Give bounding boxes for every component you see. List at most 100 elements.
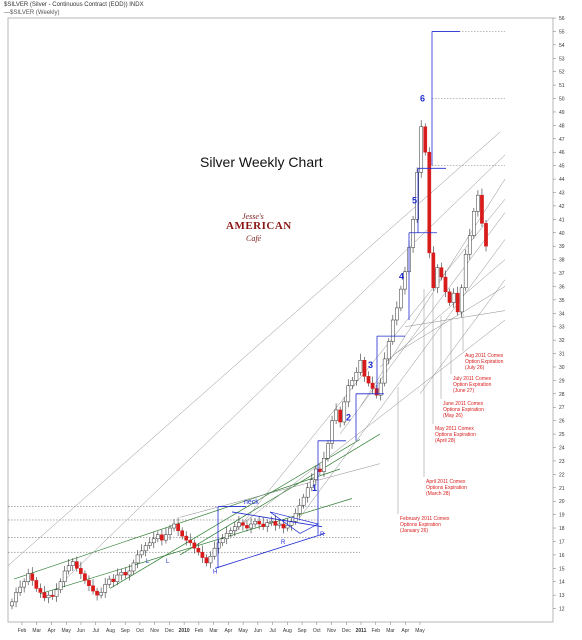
x-tick-label: Feb <box>371 628 380 634</box>
candle-down <box>42 592 47 599</box>
candle-up <box>143 545 148 552</box>
candle-up <box>354 372 359 381</box>
candle-down <box>257 521 261 525</box>
head-label: H <box>213 570 217 576</box>
expiration-note: Aug 2011 Comex Option Expiration (July 26) <box>465 353 504 371</box>
neck-label: neck <box>244 499 259 506</box>
candle-up <box>277 523 282 526</box>
y-tick-label: 43 <box>559 190 565 196</box>
x-tick-label: Oct <box>313 628 321 634</box>
candle-down <box>431 252 436 289</box>
candle-up <box>330 420 334 444</box>
expiration-note: July 2011 Comex Option Expiration (June 27… <box>453 376 492 394</box>
expiration-note-line: May 2011 Comex <box>435 426 474 432</box>
y-tick-label: 49 <box>559 110 565 116</box>
candle-down <box>366 376 371 384</box>
logo-line-1: Jesse's <box>242 212 264 221</box>
wave-label: 4 <box>399 271 404 281</box>
chart-title: Silver Weekly Chart <box>200 154 323 170</box>
series-legend: —$SILVER (Weekly) <box>4 10 60 16</box>
candle-up <box>22 581 27 588</box>
expiration-note: June 2011 Comex Options Expiration (May 26… <box>443 401 484 419</box>
candle-up <box>334 409 338 421</box>
candle-up <box>415 172 419 220</box>
candle-up <box>386 341 391 360</box>
candle-up <box>297 504 302 514</box>
candle-up <box>301 496 306 506</box>
symbol-header: $SILVER (Silver - Continuous Contract (E… <box>4 2 144 8</box>
candle-up <box>115 574 120 582</box>
candle-down <box>83 573 87 581</box>
y-tick-label: 47 <box>559 137 565 143</box>
y-tick-label: 40 <box>559 231 565 237</box>
expiration-note-line: Options Expiration <box>426 485 467 491</box>
expiration-note-line: April 2011 Comex <box>426 479 466 485</box>
logo-line-3: Café <box>246 234 262 243</box>
candle-up <box>232 526 237 531</box>
candle-up <box>54 589 59 597</box>
y-tick-label: 51 <box>559 83 565 89</box>
candle-up <box>151 538 156 544</box>
candle-down <box>427 151 432 254</box>
candle-up <box>172 523 176 529</box>
expiration-note-line: February 2011 Comex <box>400 516 450 522</box>
candle-down <box>196 547 201 553</box>
x-tick-label: Apr <box>401 628 409 634</box>
y-tick-label: 27 <box>559 405 565 411</box>
expiration-note-line: (May 26) <box>443 413 463 419</box>
candle-up <box>476 194 480 212</box>
candle-down <box>74 561 79 569</box>
candle-down <box>439 267 444 278</box>
y-tick-label: 12 <box>559 607 565 613</box>
wave-label: 5 <box>412 196 417 206</box>
y-tick-label: 31 <box>559 352 565 358</box>
x-tick-label: Aug <box>283 628 292 634</box>
candle-down <box>423 126 428 153</box>
candle-up <box>155 534 160 540</box>
candle-down <box>30 573 35 581</box>
expiration-note: February 2011 Comex Options Expiration (Ja… <box>400 516 450 534</box>
candle-up <box>66 565 71 572</box>
y-tick-label: 23 <box>559 459 565 465</box>
candle-down <box>447 291 452 303</box>
y-tick-label: 30 <box>559 365 565 371</box>
candle-down <box>87 580 91 587</box>
candle-up <box>99 592 103 596</box>
x-tick-label: Nov <box>327 628 336 634</box>
candle-up <box>147 542 152 546</box>
candle-up <box>471 211 476 236</box>
candle-down <box>50 594 55 597</box>
y-tick-label: 38 <box>559 258 565 264</box>
fan-line <box>299 239 506 518</box>
candle-up <box>265 522 270 527</box>
candle-down <box>95 590 99 596</box>
x-tick-label: 2011 <box>356 628 367 634</box>
y-tick-label: 33 <box>559 325 565 331</box>
fan-line <box>229 199 506 539</box>
candle-down <box>176 523 180 531</box>
candle-up <box>119 572 124 576</box>
y-tick-label: 50 <box>559 97 565 103</box>
candle-up <box>103 584 108 593</box>
fan-line <box>179 463 381 518</box>
candle-down <box>370 382 375 389</box>
y-tick-label: 55 <box>559 29 565 35</box>
candle-down <box>318 468 322 472</box>
shoulder-label-right-1: R <box>281 540 286 546</box>
candle-up <box>285 525 290 529</box>
candle-up <box>403 271 407 290</box>
candle-down <box>455 292 460 313</box>
expiration-note-line: Options Expiration <box>443 407 484 413</box>
candle-up <box>378 382 383 396</box>
candle-up <box>14 592 18 603</box>
y-tick-label: 53 <box>559 56 565 62</box>
expiration-note-line: Option Expiration <box>465 359 504 365</box>
candle-up <box>249 523 253 529</box>
candle-up <box>350 380 355 387</box>
candle-down <box>241 522 245 526</box>
candle-up <box>269 521 274 523</box>
candle-up <box>326 443 330 459</box>
y-tick-label: 22 <box>559 472 565 478</box>
candle-up <box>70 561 75 566</box>
